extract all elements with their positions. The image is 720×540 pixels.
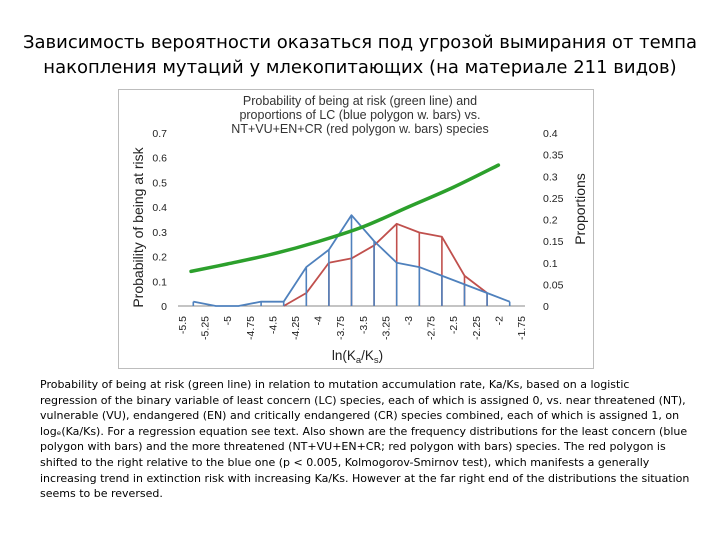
y-right-tick-label: 0.25 bbox=[543, 193, 564, 205]
x-axis-label: ln(Ka/Ks) bbox=[332, 348, 383, 366]
slide-title-line-1: Зависимость вероятности оказаться под уг… bbox=[22, 32, 698, 53]
figure-caption: Probability of being at risk (green line… bbox=[40, 378, 690, 501]
y-left-tick-label: 0.3 bbox=[152, 227, 167, 239]
y-left-tick-label: 0.5 bbox=[152, 177, 167, 189]
y-left-tick-label: 0.6 bbox=[152, 153, 167, 165]
x-tick-label: -1.75 bbox=[516, 316, 528, 340]
chart-frame: Probability of being at risk (green line… bbox=[118, 89, 594, 369]
slide-title-line-2: накопления мутаций у млекопитающих (на м… bbox=[43, 57, 677, 78]
y-right-tick-label: 0.05 bbox=[543, 279, 564, 291]
x-tick-label: -2.25 bbox=[471, 316, 483, 340]
y-right-tick-label: 0.2 bbox=[543, 215, 558, 227]
risk-probability-chart: Probability of being at risk (green line… bbox=[130, 94, 588, 366]
x-tick-label: -2 bbox=[493, 316, 505, 325]
lc-polygon-line bbox=[193, 214, 511, 307]
y-left-tick-label: 0.2 bbox=[152, 252, 167, 264]
probability-line bbox=[189, 163, 501, 274]
x-tick-label: -2.75 bbox=[426, 316, 438, 340]
chart-title-line: proportions of LC (blue polygon w. bars)… bbox=[239, 108, 480, 122]
x-tick-label: -2.5 bbox=[448, 316, 460, 334]
x-tick-label: -3.75 bbox=[335, 316, 347, 340]
chart-title-line: Probability of being at risk (green line… bbox=[243, 94, 477, 108]
y-right-tick-label: 0 bbox=[543, 301, 549, 313]
y-left-tick-label: 0.7 bbox=[152, 128, 167, 140]
x-tick-label: -4.25 bbox=[290, 316, 302, 340]
y-left-axis-label: Probability of being at risk bbox=[130, 146, 146, 307]
y-left-tick-label: 0.1 bbox=[152, 276, 167, 288]
y-left-tick-label: 0 bbox=[161, 301, 167, 313]
y-left-tick-label: 0.4 bbox=[152, 202, 167, 214]
x-tick-label: -3.25 bbox=[380, 316, 392, 340]
x-tick-label: -3 bbox=[403, 316, 415, 325]
y-right-tick-label: 0.15 bbox=[543, 236, 564, 248]
x-tick-label: -4.5 bbox=[267, 316, 279, 334]
slide-title: Зависимость вероятности оказаться под уг… bbox=[10, 30, 710, 80]
y-right-axis-label: Proportions bbox=[572, 173, 588, 245]
x-tick-label: -5.5 bbox=[177, 316, 189, 334]
x-tick-label: -5.25 bbox=[200, 316, 212, 340]
y-right-tick-label: 0.1 bbox=[543, 258, 558, 270]
y-right-tick-label: 0.3 bbox=[543, 171, 558, 183]
y-right-tick-label: 0.35 bbox=[543, 150, 564, 162]
y-right-tick-label: 0.4 bbox=[543, 128, 558, 140]
x-tick-label: -3.5 bbox=[358, 316, 370, 334]
chart-title-line: NT+VU+EN+CR (red polygon w. bars) specie… bbox=[231, 122, 488, 136]
x-tick-label: -4.75 bbox=[245, 316, 257, 340]
x-tick-label: -4 bbox=[313, 316, 325, 325]
threatened-polygon-line bbox=[283, 222, 488, 307]
x-tick-label: -5 bbox=[222, 316, 234, 325]
